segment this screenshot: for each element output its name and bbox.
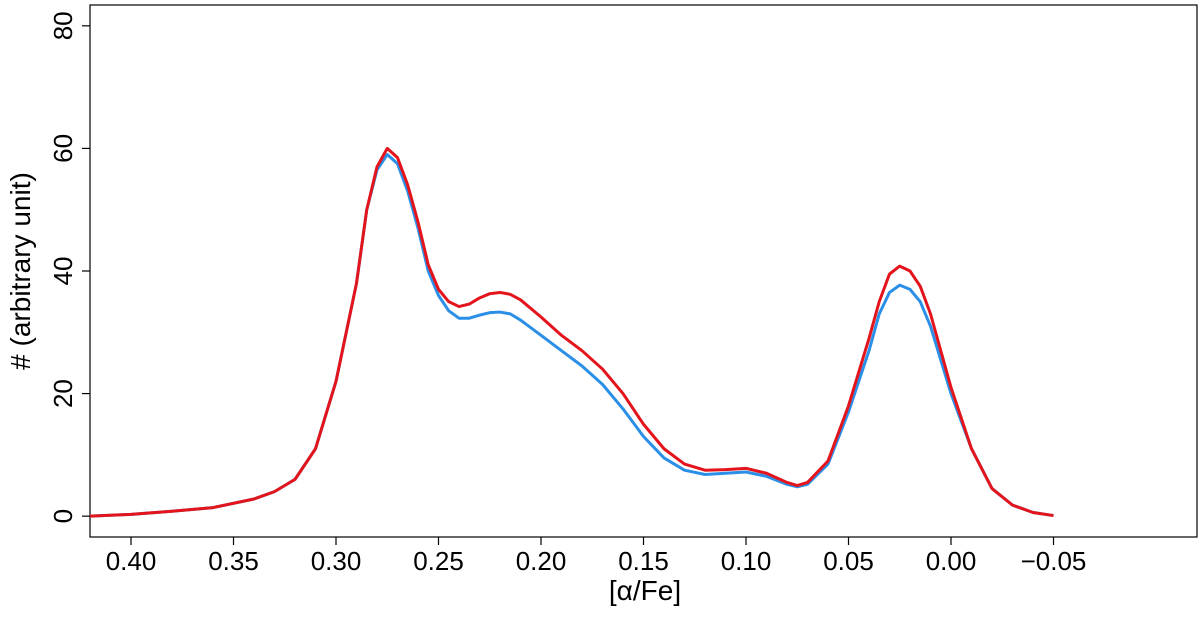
- x-tick-label: 0.30: [311, 546, 362, 576]
- y-axis-label: # (arbitrary unit): [5, 172, 36, 370]
- x-axis-label: [α/Fe]: [609, 575, 681, 606]
- x-tick-label: 0.40: [106, 546, 157, 576]
- y-tick-label: 0: [48, 509, 78, 523]
- plot-frame: [89, 4, 1198, 538]
- x-tick-label: −0.05: [1021, 546, 1087, 576]
- series-line: [89, 153, 1054, 518]
- series-line: [89, 146, 1054, 518]
- x-tick-label: 0.05: [823, 546, 874, 576]
- y-tick-label: 60: [48, 134, 78, 163]
- x-tick-label: 0.00: [926, 546, 977, 576]
- x-tick-label: 0.20: [516, 546, 567, 576]
- y-tick-label: 40: [48, 257, 78, 286]
- y-tick-label: 20: [48, 379, 78, 408]
- y-tick-label: 80: [48, 11, 78, 40]
- x-tick-label: 0.25: [413, 546, 464, 576]
- x-tick-label: 0.15: [618, 546, 669, 576]
- x-tick-label: 0.10: [721, 546, 772, 576]
- x-tick-label: 0.35: [208, 546, 259, 576]
